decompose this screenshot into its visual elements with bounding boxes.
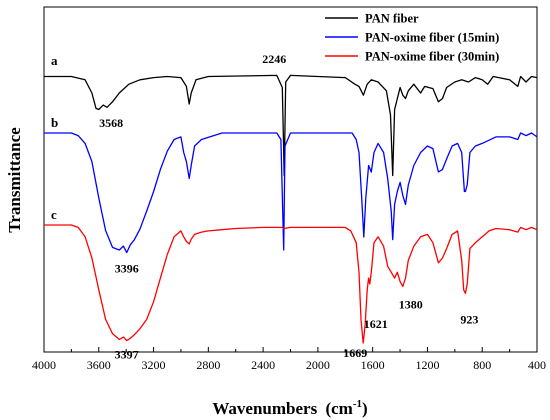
legend-label-c: PAN-oxime fiber (30min) [365, 50, 499, 64]
x-tick-label-2400: 2400 [251, 358, 275, 372]
peak-label-1669: 1669 [343, 346, 367, 360]
x-axis: 4000 3600 3200 2800 2400 2000 1600 1200 800 400 [32, 347, 546, 372]
x-tick-label-3200: 3200 [142, 358, 166, 372]
legend-label-a: PAN fiber [365, 12, 419, 26]
x-axis-title-sup: -1 [353, 398, 362, 410]
curve-letter-a: a [51, 53, 58, 68]
peak-label-1380: 1380 [399, 297, 423, 311]
legend-label-b: PAN-oxime fiber (15min) [365, 31, 499, 45]
peak-label-2246: 2246 [262, 52, 286, 66]
peak-label-3397: 3397 [115, 348, 139, 362]
peak-label-1621: 1621 [364, 317, 388, 331]
x-tick-label-400: 400 [528, 358, 546, 372]
x-tick-label-800: 800 [473, 358, 491, 372]
peak-label-3568: 3568 [99, 116, 123, 130]
series-line-a [44, 74, 538, 177]
peak-label-923: 923 [460, 312, 478, 326]
x-tick-label-2800: 2800 [196, 358, 220, 372]
curve-letters: a b c [51, 53, 58, 222]
peak-annotations: 2246 3568 3396 3397 1669 1621 1380 923 [99, 52, 478, 362]
x-tick-label-3600: 3600 [87, 358, 111, 372]
series-line-c [44, 224, 538, 344]
curve-letter-c: c [51, 207, 57, 222]
legend: PAN fiber PAN-oxime fiber (15min) PAN-oxim… [325, 12, 499, 64]
y-axis-title: Transmittance [5, 127, 24, 233]
x-axis-title-main: Wavenumbers [212, 399, 317, 418]
x-axis-title: Wavenumbers (cm-1) [212, 398, 367, 418]
spectra-curves [44, 74, 538, 344]
x-axis-title-unit: (cm [325, 399, 352, 418]
peak-label-3396: 3396 [115, 262, 139, 276]
x-tick-label-2000: 2000 [306, 358, 330, 372]
x-axis-title-close: ) [362, 399, 368, 418]
x-tick-label-4000: 4000 [32, 358, 56, 372]
x-tick-label-1200: 1200 [415, 358, 439, 372]
series-line-b [44, 132, 538, 254]
x-tick-label-1600: 1600 [361, 358, 385, 372]
curve-letter-b: b [51, 115, 58, 130]
